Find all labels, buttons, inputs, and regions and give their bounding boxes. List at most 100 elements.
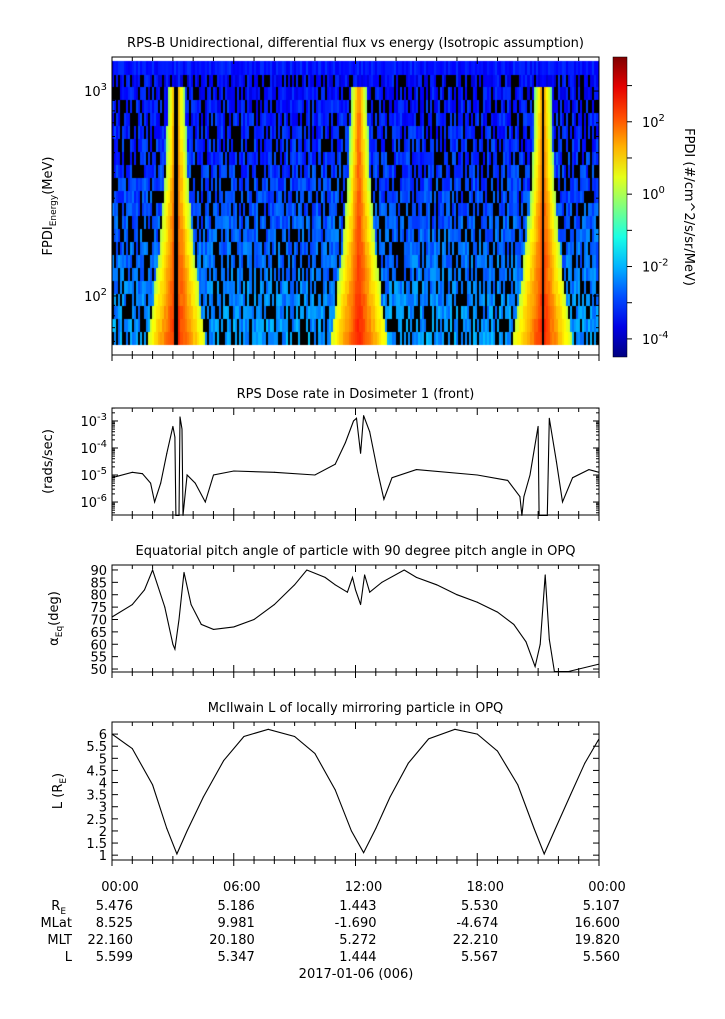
data-point bbox=[553, 671, 555, 673]
ephemeris-label: L bbox=[65, 950, 73, 965]
tick-exponent: 0 bbox=[659, 185, 665, 196]
ylabel-sub: E bbox=[59, 778, 69, 784]
ephemeris-value: 8.525 bbox=[96, 916, 133, 931]
colorbar-label: FPDI (#/cm^2/s/sr/MeV) bbox=[681, 128, 696, 286]
ylabel-main: FPDI bbox=[41, 226, 56, 255]
data-point bbox=[334, 789, 336, 791]
colorbar-tick-label: 10-4 bbox=[642, 330, 669, 348]
tick-base: 10 bbox=[642, 333, 659, 348]
data-point bbox=[415, 469, 417, 471]
x-tick-label: 00:00 bbox=[588, 880, 625, 895]
y-tick-panel1-label: 102 bbox=[84, 287, 107, 305]
ephemeris-value: 9.981 bbox=[218, 916, 255, 931]
data-point bbox=[344, 442, 346, 444]
tick-base: 10 bbox=[642, 261, 659, 276]
data-point bbox=[360, 604, 362, 606]
panel-1-frame bbox=[111, 56, 600, 356]
data-point bbox=[521, 515, 523, 517]
y-tick-label: 3 bbox=[99, 801, 107, 816]
data-point bbox=[360, 452, 362, 454]
data-point bbox=[166, 452, 168, 454]
y-tick-label: 5 bbox=[99, 752, 107, 767]
data-point bbox=[588, 469, 590, 471]
data-point bbox=[363, 852, 365, 854]
data-point bbox=[267, 728, 269, 730]
y-tick-label: 90 bbox=[90, 564, 107, 579]
panel-4-title: McIlwain L of locally mirroring particle… bbox=[208, 701, 504, 716]
panel-4-ylabel: L (RE) bbox=[51, 773, 69, 809]
data-point bbox=[519, 496, 521, 498]
data-point bbox=[507, 479, 509, 481]
data-point bbox=[150, 482, 152, 484]
data-point bbox=[174, 648, 176, 650]
data-point bbox=[334, 463, 336, 465]
date-label: 2017-01-06 (006) bbox=[299, 967, 414, 982]
colorbar-tick-label: 10-2 bbox=[642, 258, 669, 276]
data-point bbox=[160, 482, 162, 484]
data-point bbox=[174, 436, 176, 438]
colorbar bbox=[612, 56, 628, 358]
colorbar-tick-label: 102 bbox=[642, 113, 665, 131]
panel-1-ylabel: FPDIEnergy(MeV) bbox=[41, 157, 59, 256]
y-tick-panel2-label: 10-3 bbox=[80, 412, 107, 430]
tick-base: 10 bbox=[80, 442, 97, 457]
data-point bbox=[525, 641, 527, 643]
colorbar-tick-label: 100 bbox=[642, 185, 665, 203]
data-point bbox=[131, 471, 133, 473]
ylabel-sub: Eq bbox=[55, 626, 65, 637]
x-tick-label: 06:00 bbox=[223, 880, 260, 895]
tick-exponent: -2 bbox=[659, 258, 669, 269]
ephemeris-value: 5.272 bbox=[339, 933, 376, 948]
y-tick-panel1-label: 103 bbox=[84, 82, 107, 100]
y-tick-panel2-label: 10-5 bbox=[80, 466, 107, 484]
ylabel-unit: (MeV) bbox=[41, 157, 56, 195]
data-point bbox=[172, 643, 174, 645]
ephemeris-value: 16.600 bbox=[575, 916, 621, 931]
data-point bbox=[186, 830, 188, 832]
panel-2-ylabel: (rads/sec) bbox=[41, 429, 56, 494]
data-point bbox=[194, 482, 196, 484]
data-point bbox=[529, 474, 531, 476]
data-point bbox=[369, 591, 371, 593]
data-point bbox=[179, 416, 181, 418]
data-point bbox=[223, 760, 225, 762]
data-point bbox=[537, 425, 539, 427]
data-point bbox=[314, 752, 316, 754]
data-point bbox=[233, 470, 235, 472]
data-point bbox=[143, 589, 145, 591]
data-point bbox=[572, 477, 574, 479]
ylabel-main: L (R bbox=[51, 784, 66, 809]
tick-exponent: -5 bbox=[97, 466, 107, 477]
y-tick-label: 4 bbox=[99, 777, 107, 792]
panel-4-series-line bbox=[111, 728, 600, 856]
ephemeris-value: 22.160 bbox=[88, 933, 134, 948]
y-tick-panel2-label: 10-4 bbox=[80, 439, 107, 457]
ephemeris-value: 19.820 bbox=[575, 933, 621, 948]
data-point bbox=[243, 736, 245, 738]
data-point bbox=[548, 417, 550, 419]
data-point bbox=[533, 828, 535, 830]
tick-base: 10 bbox=[84, 290, 101, 305]
data-point bbox=[598, 663, 600, 665]
data-point bbox=[544, 574, 546, 576]
data-point bbox=[346, 591, 348, 593]
data-point bbox=[391, 477, 393, 479]
data-point bbox=[456, 594, 458, 596]
data-point bbox=[324, 576, 326, 578]
data-point bbox=[181, 428, 183, 430]
data-point bbox=[548, 638, 550, 640]
data-point bbox=[476, 601, 478, 603]
tick-base: 10 bbox=[80, 496, 97, 511]
ylabel-main: α bbox=[47, 637, 62, 646]
data-point bbox=[212, 628, 214, 630]
data-point bbox=[568, 671, 570, 673]
data-point bbox=[454, 728, 456, 730]
y-tick-label: 60 bbox=[90, 638, 107, 653]
data-point bbox=[377, 471, 379, 473]
y-tick-label: 85 bbox=[90, 576, 107, 591]
data-point bbox=[131, 604, 133, 606]
data-point bbox=[584, 762, 586, 764]
data-point bbox=[154, 501, 156, 503]
ephemeris-value: 5.347 bbox=[218, 950, 255, 965]
